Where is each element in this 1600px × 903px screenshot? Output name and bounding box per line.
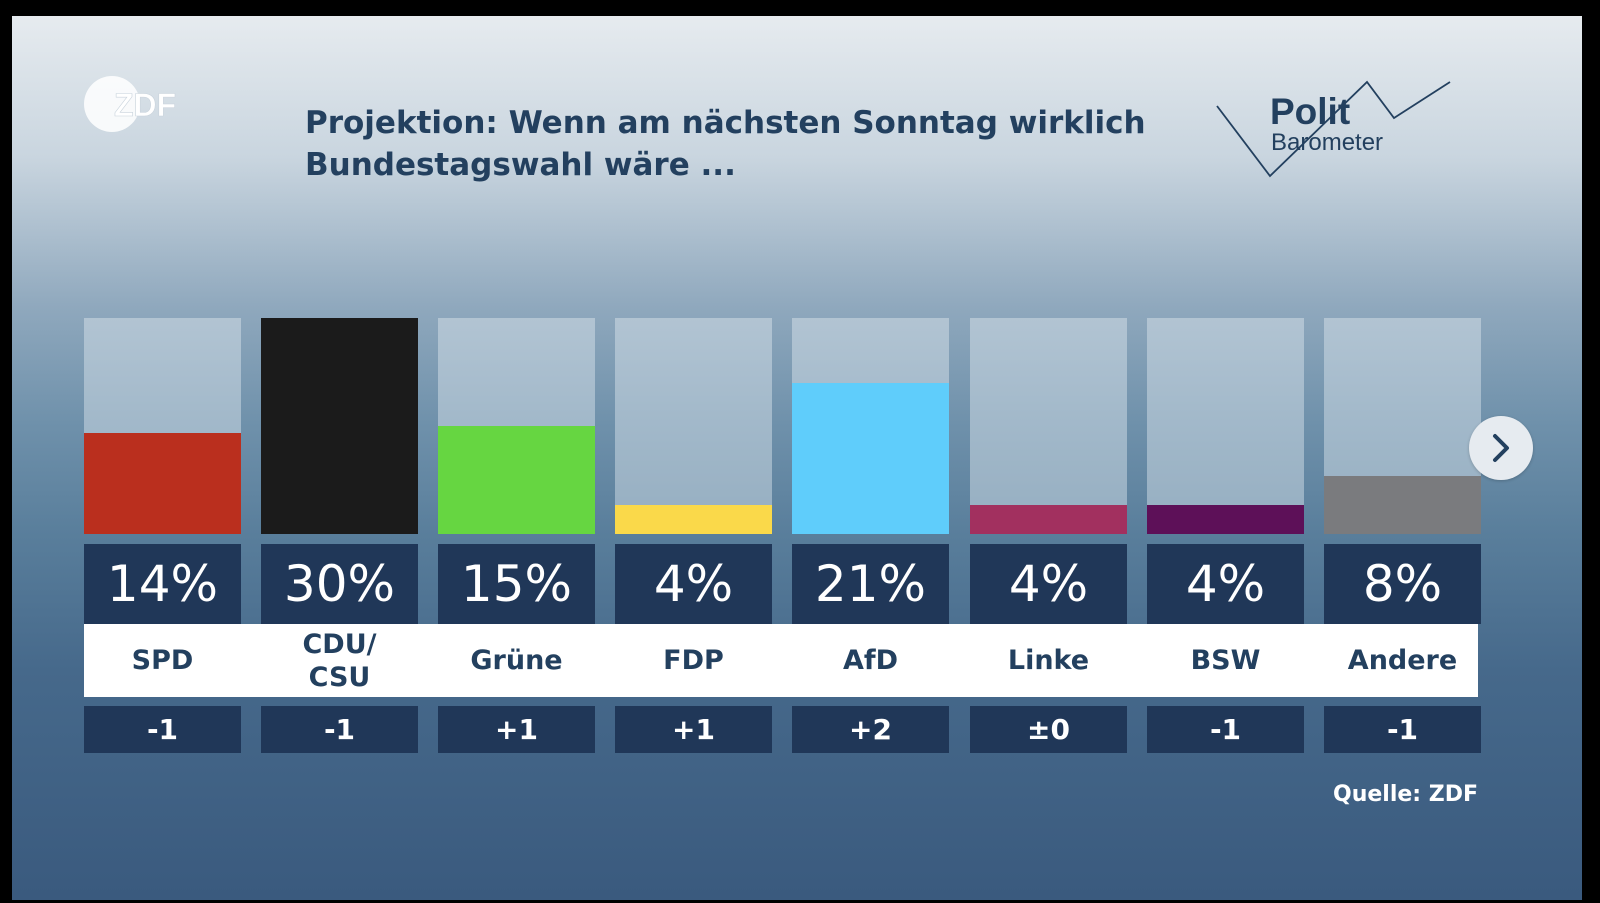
bar-track — [792, 318, 949, 534]
party-label: FDP — [663, 645, 724, 676]
zdf-logo-text: ZDF — [114, 87, 176, 123]
change-box: +1 — [438, 706, 595, 753]
value-box: 15% — [438, 544, 595, 624]
change-label: -1 — [1386, 713, 1419, 746]
value-label: 30% — [283, 555, 396, 613]
bar-3 — [615, 505, 772, 534]
change-label: +1 — [672, 713, 715, 746]
change-box: +2 — [792, 706, 949, 753]
change-box: -1 — [84, 706, 241, 753]
bar-6 — [1147, 505, 1304, 534]
value-label: 15% — [460, 555, 573, 613]
bar-4 — [792, 383, 949, 534]
title-line-2: Bundestagswahl wäre ... — [305, 147, 736, 183]
value-label: 4% — [653, 555, 734, 613]
value-label: 8% — [1362, 555, 1443, 613]
change-box: ±0 — [970, 706, 1127, 753]
title-line-1: Projektion: Wenn am nächsten Sonntag wir… — [305, 105, 1146, 141]
value-label: 4% — [1185, 555, 1266, 613]
change-label: +2 — [849, 713, 892, 746]
value-box: 21% — [792, 544, 949, 624]
change-box: -1 — [261, 706, 418, 753]
politbarometer-line — [1216, 80, 1451, 178]
value-box: 4% — [970, 544, 1127, 624]
value-label: 4% — [1008, 555, 1089, 613]
bar-track — [615, 318, 772, 534]
party-label: BSW — [1190, 645, 1261, 676]
value-box: 4% — [1147, 544, 1304, 624]
bar-2 — [438, 426, 595, 534]
bar-7 — [1324, 476, 1481, 534]
bar-5 — [970, 505, 1127, 534]
change-label: -1 — [146, 713, 179, 746]
bar-track — [1324, 318, 1481, 534]
change-box: +1 — [615, 706, 772, 753]
chart-panel: ZDF Projektion: Wenn am nächsten Sonntag… — [12, 16, 1582, 900]
value-label: 14% — [106, 555, 219, 613]
value-box: 30% — [261, 544, 418, 624]
bar-track — [1147, 318, 1304, 534]
bar-track — [261, 318, 418, 534]
change-label: -1 — [1209, 713, 1242, 746]
bar-track — [970, 318, 1127, 534]
party-label: CDU/ CSU — [302, 628, 377, 693]
change-label: +1 — [495, 713, 538, 746]
party-label: Linke — [1007, 645, 1090, 676]
zdf-logo: ZDF — [84, 74, 194, 134]
polit-text: Polit — [1270, 91, 1350, 132]
bar-track — [84, 318, 241, 534]
change-box: -1 — [1147, 706, 1304, 753]
value-box: 14% — [84, 544, 241, 624]
change-label: -1 — [323, 713, 356, 746]
bar-0 — [84, 433, 241, 534]
bar-1 — [261, 318, 418, 534]
value-box: 4% — [615, 544, 772, 624]
next-button[interactable] — [1469, 416, 1533, 480]
chevron-right-icon — [1493, 434, 1509, 462]
change-box: -1 — [1324, 706, 1481, 753]
change-label: ±0 — [1027, 713, 1070, 746]
party-label: Grüne — [470, 645, 563, 676]
source-note: Quelle: ZDF — [1333, 782, 1478, 807]
party-label: Andere — [1347, 645, 1458, 676]
party-label: SPD — [131, 645, 194, 676]
bar-track — [438, 318, 595, 534]
barometer-text: Barometer — [1271, 129, 1383, 156]
value-box: 8% — [1324, 544, 1481, 624]
party-label-strip — [84, 624, 1478, 697]
value-label: 21% — [814, 555, 927, 613]
party-label: AfD — [842, 645, 899, 676]
page-title: Projektion: Wenn am nächsten Sonntag wir… — [305, 102, 1185, 186]
politbarometer-logo: Polit Barometer — [1212, 78, 1462, 188]
